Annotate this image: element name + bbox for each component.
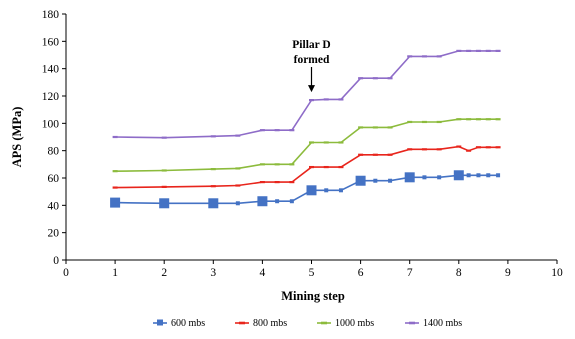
- legend: 600 mbs 800 mbs 1000 mbs 1400 mbs: [153, 318, 462, 329]
- data-point: [466, 173, 471, 178]
- data-point: [486, 173, 491, 178]
- legend-label: 800 mbs: [253, 318, 287, 329]
- x-tick-label: 10: [551, 267, 563, 279]
- data-point: [496, 173, 501, 178]
- data-point-large: [453, 170, 464, 181]
- y-tick-label: 100: [42, 118, 60, 130]
- data-point: [388, 178, 393, 183]
- x-tick-label: 4: [260, 267, 266, 279]
- data-point: [373, 178, 378, 183]
- x-tick-label: 8: [456, 267, 462, 279]
- x-tick-label: 5: [309, 267, 315, 279]
- y-tick-label: 180: [42, 9, 60, 21]
- legend-label: 600 mbs: [171, 318, 205, 329]
- y-tick-label: 140: [42, 64, 60, 76]
- x-tick-label: 9: [505, 267, 511, 279]
- data-point: [476, 173, 481, 178]
- axes: 0 20 40 60 80 100 120 140 160 180 0 1 2 3 4 5 6 7 8 9 10: [42, 9, 563, 279]
- series-800-mbs: [112, 145, 501, 189]
- data-point-large: [355, 175, 366, 186]
- legend-item: 800 mbs: [235, 318, 287, 329]
- series-line: [115, 145, 499, 189]
- data-point-large: [404, 172, 415, 183]
- annotation-line-1: Pillar D: [292, 39, 330, 51]
- legend-label: 1000 mbs: [335, 318, 374, 329]
- y-tick-label: 80: [48, 146, 60, 158]
- annotation-line-2: formed: [294, 54, 330, 66]
- annotation: Pillar D formed: [292, 39, 331, 93]
- x-tick-label: 3: [210, 267, 216, 279]
- data-point-large: [257, 196, 268, 207]
- y-axis-title: APS (MPa): [10, 107, 24, 168]
- x-axis-title: Mining step: [281, 289, 345, 303]
- data-point: [289, 199, 294, 204]
- y-tick-label: 120: [42, 91, 60, 103]
- y-tick-label: 160: [42, 36, 60, 48]
- series-line: [115, 118, 499, 172]
- data-point: [422, 175, 427, 180]
- legend-item: 1400 mbs: [405, 318, 462, 329]
- x-tick-label: 6: [358, 267, 364, 279]
- series-1000-mbs: [112, 118, 501, 173]
- data-point-large: [159, 198, 170, 209]
- series-1400-mbs: [112, 49, 501, 139]
- data-point: [338, 188, 343, 193]
- x-tick-label: 7: [407, 267, 413, 279]
- legend-item: 600 mbs: [153, 318, 205, 329]
- x-tick-label: 0: [63, 267, 69, 279]
- data-point: [235, 201, 240, 206]
- y-tick-label: 60: [48, 173, 60, 185]
- legend-label: 1400 mbs: [423, 318, 462, 329]
- annotation-arrow-head: [308, 85, 315, 93]
- data-point-large: [306, 185, 317, 196]
- x-tick-label: 1: [112, 267, 118, 279]
- x-tick-label: 2: [161, 267, 167, 279]
- series-600-mbs: [110, 170, 501, 209]
- legend-item: 1000 mbs: [317, 318, 374, 329]
- data-point: [275, 199, 280, 204]
- data-point: [324, 188, 329, 193]
- data-point-large: [110, 197, 121, 208]
- legend-swatch-marker: [157, 319, 163, 326]
- y-tick-label: 0: [53, 255, 59, 267]
- y-tick-label: 20: [48, 228, 60, 240]
- y-tick-label: 40: [48, 200, 60, 212]
- data-point-large: [208, 198, 219, 209]
- series-layer: [110, 49, 501, 209]
- data-point: [437, 175, 442, 180]
